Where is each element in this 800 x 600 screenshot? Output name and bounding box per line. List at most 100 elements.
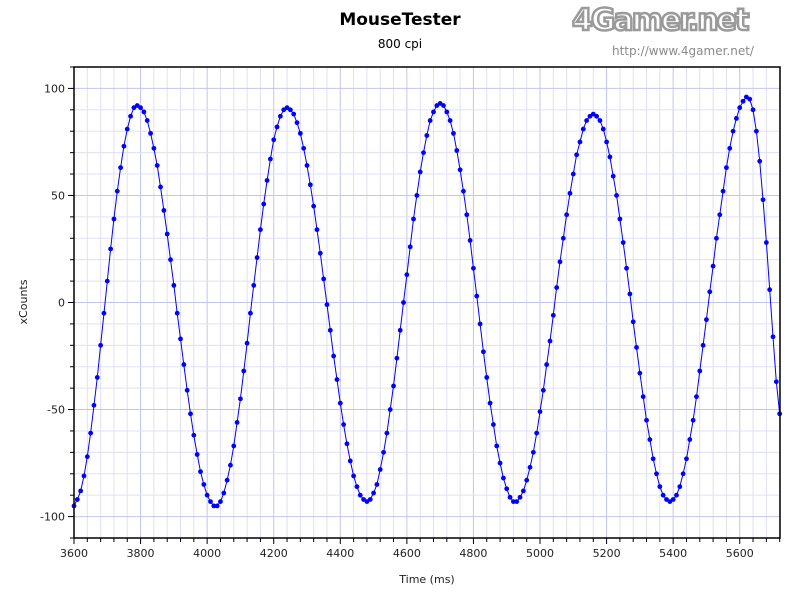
data-point: [274, 124, 280, 130]
x-tick-label: 5000: [526, 547, 554, 560]
data-point: [507, 494, 513, 500]
data-point: [617, 216, 623, 222]
data-point: [557, 259, 563, 265]
data-point: [128, 113, 133, 119]
data-point: [697, 368, 703, 374]
data-point: [371, 490, 376, 496]
data-point: [614, 193, 619, 198]
x-tick-label: 4600: [393, 547, 421, 560]
data-point: [727, 145, 733, 151]
data-point: [737, 105, 743, 111]
y-tick-label: -100: [40, 511, 65, 524]
data-point: [441, 103, 446, 108]
data-point: [381, 449, 386, 455]
data-point: [564, 212, 570, 218]
data-point: [161, 208, 167, 213]
data-point: [627, 291, 633, 297]
data-point: [544, 362, 550, 367]
fit-line: [73, 96, 781, 507]
data-point: [214, 503, 220, 509]
data-point: [114, 188, 120, 194]
data-point: [444, 109, 450, 115]
data-point: [574, 152, 580, 158]
data-point: [174, 310, 180, 316]
data-point: [670, 497, 676, 502]
data-point: [454, 148, 460, 153]
data-point: [654, 471, 659, 477]
data-point: [331, 353, 337, 359]
data-point: [124, 126, 130, 132]
data-point: [567, 190, 573, 196]
y-tick-label: -50: [47, 404, 65, 417]
data-point: [720, 188, 726, 194]
data-point: [517, 494, 523, 500]
data-point: [733, 115, 739, 121]
data-point: [397, 327, 403, 333]
data-point: [118, 165, 124, 171]
data-point: [391, 383, 396, 389]
data-point: [580, 126, 586, 132]
data-point: [657, 484, 663, 490]
data-point: [471, 265, 476, 271]
x-tick-label: 3600: [60, 547, 88, 560]
data-point: [491, 422, 496, 427]
data-point: [414, 193, 420, 198]
data-point: [208, 499, 213, 505]
data-point: [704, 317, 709, 323]
plot-frame: [73, 66, 781, 539]
data-point: [510, 499, 516, 505]
watermark-url: http://www.4gamer.net/: [612, 44, 754, 58]
data-point: [404, 272, 410, 278]
data-point: [687, 437, 693, 442]
data-point: [164, 231, 170, 237]
data-point: [221, 490, 227, 496]
data-point: [151, 145, 157, 151]
data-point: [421, 150, 426, 156]
data-point: [84, 454, 90, 460]
data-point: [773, 379, 779, 385]
data-point: [677, 484, 683, 490]
data-point: [757, 158, 763, 164]
data-point: [387, 407, 393, 412]
data-point: [604, 139, 609, 145]
y-tick-label: 0: [58, 297, 65, 310]
x-tick-label: 3800: [127, 547, 155, 560]
data-point: [620, 240, 626, 245]
data-point: [740, 98, 746, 104]
data-point: [597, 118, 603, 123]
data-point: [178, 336, 183, 342]
data-point: [560, 235, 566, 241]
x-tick-label: 4000: [193, 547, 221, 560]
x-axis-label: Time (ms): [398, 573, 454, 586]
data-point: [600, 126, 606, 132]
y-tick-label: 100: [44, 82, 65, 95]
data-point: [98, 342, 104, 348]
data-point: [394, 355, 400, 361]
data-point: [344, 441, 350, 447]
data-point: [467, 238, 473, 243]
data-point: [198, 469, 203, 475]
data-point: [481, 349, 486, 355]
data-point: [624, 265, 629, 271]
data-point: [244, 340, 250, 346]
data-point: [254, 255, 260, 260]
data-point: [477, 321, 483, 327]
data-point: [291, 111, 297, 117]
data-point: [264, 178, 270, 183]
data-point: [634, 345, 639, 350]
data-point: [311, 203, 317, 209]
data-point: [271, 137, 277, 143]
watermark-logo: 4Gamer.net: [571, 2, 751, 39]
x-tick-label: 5600: [726, 547, 754, 560]
data-point: [324, 302, 330, 308]
data-point: [261, 201, 267, 207]
data-point: [540, 387, 546, 393]
data-point: [287, 107, 293, 113]
data-point: [484, 375, 490, 380]
data-point: [241, 368, 247, 374]
data-point: [577, 139, 583, 145]
data-point: [607, 154, 613, 160]
data-point: [730, 128, 736, 134]
data-point: [374, 482, 380, 487]
data-point: [504, 486, 510, 492]
